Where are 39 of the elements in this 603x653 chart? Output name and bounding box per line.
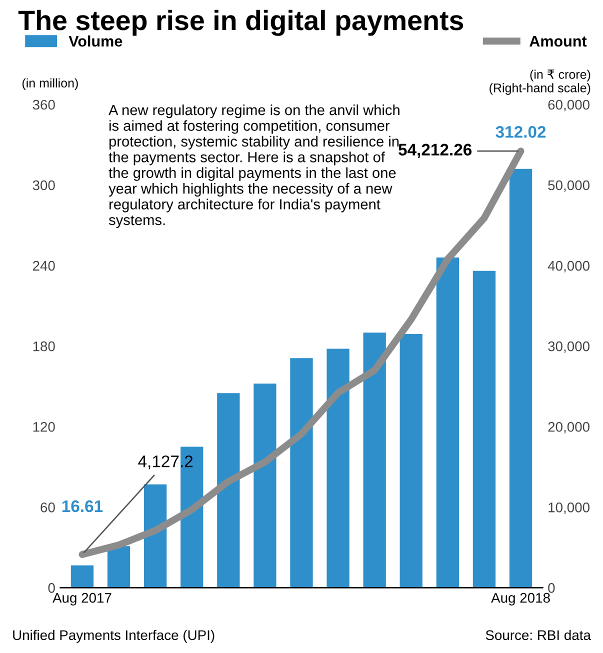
bar xyxy=(472,270,496,588)
data-label: 312.02 xyxy=(496,126,546,138)
y-axis-title: (in million) xyxy=(22,78,78,90)
text: Unified Payments Interface (UPI) xyxy=(13,630,214,643)
y-tick-label: 300 xyxy=(32,180,55,190)
y2-tick-label: 10,000 xyxy=(548,502,590,514)
bar xyxy=(144,484,167,588)
bar xyxy=(254,384,276,588)
y2-tick-label: 50,000 xyxy=(548,180,590,192)
bar xyxy=(400,334,422,588)
x-tick-label: Aug 2017 xyxy=(52,592,112,606)
y2-tick-label: 0 xyxy=(548,583,555,593)
data-label: 16.61 xyxy=(62,500,103,512)
y-tick-label: 120 xyxy=(33,422,55,432)
x-tick-label: Aug 2018 xyxy=(491,592,550,606)
bar xyxy=(509,168,532,588)
chart-title: The steep rise in digital payments xyxy=(18,10,464,36)
y2-tick-label: 20,000 xyxy=(548,422,590,434)
y2-axis-title: (in ₹ crore) (Right-hand scale) xyxy=(490,70,590,95)
y-tick-label: 0 xyxy=(48,583,55,593)
y-tick-label: 60 xyxy=(40,502,55,512)
bar xyxy=(107,546,130,588)
y2-tick-label: 30,000 xyxy=(548,341,590,353)
bar xyxy=(326,348,350,588)
y-tick-label: 360 xyxy=(32,100,55,110)
bar xyxy=(436,258,460,588)
source-note: Source: RBI data xyxy=(486,630,591,640)
bar xyxy=(363,332,386,588)
bar xyxy=(70,565,94,588)
bar xyxy=(290,358,313,588)
annotation: A new regulatory regime is on the anvil which is aimed at fostering competition, consumer protection, systemic stability and resilience in the payments sector. Here is a snapshot of the growth in digital payments in the last one year which highlights the necessity of a new regulatory architecture for India's payment systems. xyxy=(108,104,400,228)
y-tick-label: 180 xyxy=(33,341,55,352)
legend-label: Volume xyxy=(68,35,122,47)
y2-tick-label: 40,000 xyxy=(548,260,590,272)
data-label: 54,212.26 xyxy=(398,144,472,158)
bar xyxy=(217,393,240,588)
y2-tick-label: 60,000 xyxy=(548,100,590,112)
legend-label: Amount xyxy=(530,36,587,47)
y-tick-label: 240 xyxy=(32,260,55,271)
